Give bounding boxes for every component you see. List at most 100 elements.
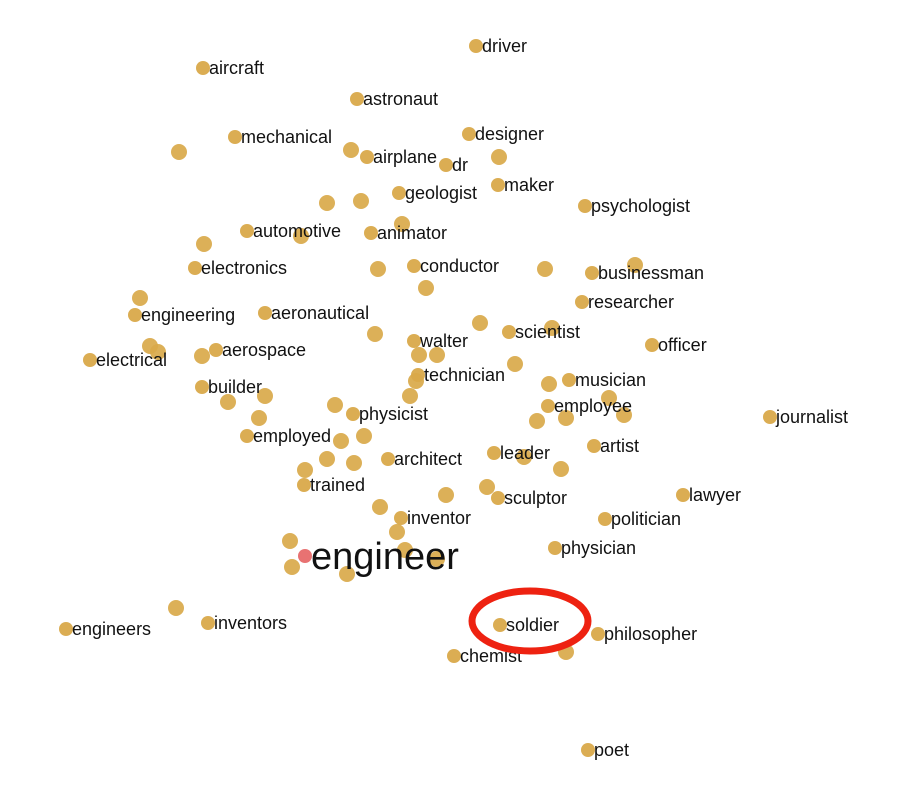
unlabeled-point-29 [601, 390, 617, 406]
point-label-driver: driver [482, 36, 527, 56]
word-point-technician: technician [411, 365, 505, 385]
word-point-engineering: engineering [128, 305, 235, 325]
point-label-inventor: inventor [407, 508, 471, 528]
point-marker-soldier [493, 618, 507, 632]
point-marker-geologist [392, 186, 406, 200]
word-point-electronics: electronics [188, 258, 287, 278]
point-marker-sculptor [491, 491, 505, 505]
point-label-electronics: electronics [201, 258, 287, 278]
unlabeled-point-50 [168, 600, 184, 616]
word-point-inventor: inventor [394, 508, 471, 528]
point-marker-leader [487, 446, 501, 460]
unlabeled-point-8 [293, 228, 309, 244]
unlabeled-point-16 [544, 320, 560, 336]
word-point-scientist: scientist [502, 322, 580, 342]
word-point-aeronautical: aeronautical [258, 303, 369, 323]
point-label-leader: leader [500, 443, 550, 463]
point-label-electrical: electrical [96, 350, 167, 370]
word-point-maker: maker [491, 175, 554, 195]
unlabeled-point-11 [627, 257, 643, 273]
highlight-ring-soldier [468, 587, 592, 655]
point-label-journalist: journalist [775, 407, 848, 427]
point-marker-employed [240, 429, 254, 443]
word-point-sculptor: sculptor [491, 488, 567, 508]
unlabeled-point-22 [507, 356, 523, 372]
point-marker-animator [364, 226, 378, 240]
word-point-politician: politician [598, 509, 681, 529]
point-label-architect: architect [394, 449, 462, 469]
word-point-mechanical: mechanical [228, 127, 332, 147]
point-marker-driver [469, 39, 483, 53]
unlabeled-point-49 [429, 551, 445, 567]
point-marker-inventor [394, 511, 408, 525]
unlabeled-point-7 [196, 236, 212, 252]
word-point-officer: officer [645, 335, 707, 355]
point-marker-engineers [59, 622, 73, 636]
labeled-points: driver aircraft astronaut mechanical designe… [59, 36, 848, 760]
point-label-conductor: conductor [420, 256, 499, 276]
point-label-politician: politician [611, 509, 681, 529]
word-point-builder: builder [195, 377, 262, 397]
unlabeled-point-31 [558, 410, 574, 426]
unlabeled-point-20 [411, 347, 427, 363]
point-marker-aircraft [196, 61, 210, 75]
point-marker-politician [598, 512, 612, 526]
point-marker-mechanical [228, 130, 242, 144]
point-marker-astronaut [350, 92, 364, 106]
point-marker-aerospace [209, 343, 223, 357]
point-label-mechanical: mechanical [241, 127, 332, 147]
point-label-researcher: researcher [588, 292, 674, 312]
unlabeled-point-34 [356, 428, 372, 444]
point-marker-lawyer [676, 488, 690, 502]
point-label-physicist: physicist [359, 404, 428, 424]
point-marker-designer [462, 127, 476, 141]
unlabeled-point-27 [220, 394, 236, 410]
point-label-aircraft: aircraft [209, 58, 264, 78]
point-label-automotive: automotive [253, 221, 341, 241]
point-marker-employee [541, 399, 555, 413]
point-label-businessman: businessman [598, 263, 704, 283]
unlabeled-point-46 [397, 542, 413, 558]
point-marker-electronics [188, 261, 202, 275]
point-label-walter: walter [419, 331, 468, 351]
unlabeled-point-5 [353, 193, 369, 209]
word-point-astronaut: astronaut [350, 89, 438, 109]
point-label-employee: employee [554, 396, 632, 416]
unlabeled-point-15 [367, 326, 383, 342]
point-marker-builder [195, 380, 209, 394]
word-point-lawyer: lawyer [676, 485, 741, 505]
unlabeled-point-19 [194, 348, 210, 364]
point-label-inventors: inventors [214, 613, 287, 633]
point-label-aerospace: aerospace [222, 340, 306, 360]
point-label-sculptor: sculptor [504, 488, 567, 508]
word-point-psychologist: psychologist [578, 196, 690, 216]
unlabeled-point-3 [491, 149, 507, 165]
point-label-psychologist: psychologist [591, 196, 690, 216]
point-label-officer: officer [658, 335, 707, 355]
point-label-musician: musician [575, 370, 646, 390]
unlabeled-point-43 [372, 499, 388, 515]
word-point-driver: driver [469, 36, 527, 56]
annotations [468, 587, 592, 655]
unlabeled-point-14 [472, 315, 488, 331]
unlabeled-point-1 [171, 144, 187, 160]
word-point-physicist: physicist [346, 404, 428, 424]
word-point-researcher: researcher [575, 292, 674, 312]
point-marker-officer [645, 338, 659, 352]
word-point-dr: dr [439, 155, 468, 175]
point-marker-scientist [502, 325, 516, 339]
point-marker-conductor [407, 259, 421, 273]
point-label-dr: dr [452, 155, 468, 175]
point-label-engineers: engineers [72, 619, 151, 639]
point-label-designer: designer [475, 124, 544, 144]
unlabeled-point-37 [346, 455, 362, 471]
unlabeled-point-12 [418, 280, 434, 296]
word-point-aerospace: aerospace [209, 340, 306, 360]
word-point-airplane: airplane [360, 147, 437, 167]
point-marker-engineering [128, 308, 142, 322]
word-point-musician: musician [562, 370, 646, 390]
word-point-physician: physician [548, 538, 636, 558]
unlabeled-point-33 [251, 410, 267, 426]
word-point-aircraft: aircraft [196, 58, 264, 78]
word-point-engineer: engineer [298, 536, 459, 578]
